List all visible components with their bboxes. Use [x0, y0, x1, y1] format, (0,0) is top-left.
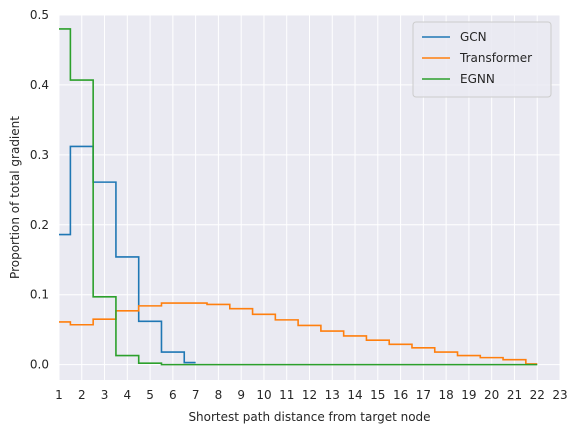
y-tick-labels: 0.0 0.1 0.2 0.3 0.4 0.5	[30, 8, 49, 372]
x-tick-label: 1	[55, 388, 63, 402]
x-tick-label: 12	[302, 388, 317, 402]
legend: GCN Transformer EGNN	[413, 22, 551, 97]
x-axis-label: Shortest path distance from target node	[188, 410, 430, 424]
legend-label-transformer: Transformer	[459, 51, 532, 65]
x-tick-label: 8	[215, 388, 223, 402]
y-tick-label: 0.5	[30, 8, 49, 22]
y-tick-label: 0.4	[30, 78, 49, 92]
x-tick-label: 15	[370, 388, 385, 402]
x-tick-label: 5	[146, 388, 154, 402]
legend-label-egnn: EGNN	[460, 72, 495, 86]
x-tick-label: 18	[438, 388, 453, 402]
x-tick-label: 21	[507, 388, 522, 402]
x-tick-label: 16	[393, 388, 408, 402]
x-tick-label: 17	[416, 388, 431, 402]
x-tick-label: 10	[256, 388, 271, 402]
legend-label-gcn: GCN	[460, 30, 487, 44]
y-axis-label: Proportion of total gradient	[8, 116, 22, 279]
x-tick-label: 3	[101, 388, 109, 402]
y-tick-label: 0.0	[30, 358, 49, 372]
x-tick-label: 13	[325, 388, 340, 402]
y-tick-label: 0.3	[30, 148, 49, 162]
x-tick-label: 14	[347, 388, 362, 402]
x-tick-labels: 1 2 3 4 5 6 7 8 9 10 11 12 13 14 15 16 17 18 19 20 21 22 23	[55, 388, 567, 402]
y-tick-label: 0.1	[30, 288, 49, 302]
x-tick-label: 2	[78, 388, 86, 402]
x-tick-label: 4	[123, 388, 131, 402]
x-tick-label: 9	[237, 388, 245, 402]
x-tick-label: 7	[192, 388, 200, 402]
x-tick-label: 20	[484, 388, 499, 402]
y-tick-label: 0.2	[30, 218, 49, 232]
x-tick-label: 6	[169, 388, 177, 402]
x-tick-label: 19	[461, 388, 476, 402]
x-tick-label: 22	[530, 388, 545, 402]
x-tick-label: 11	[279, 388, 294, 402]
x-tick-label: 23	[552, 388, 567, 402]
